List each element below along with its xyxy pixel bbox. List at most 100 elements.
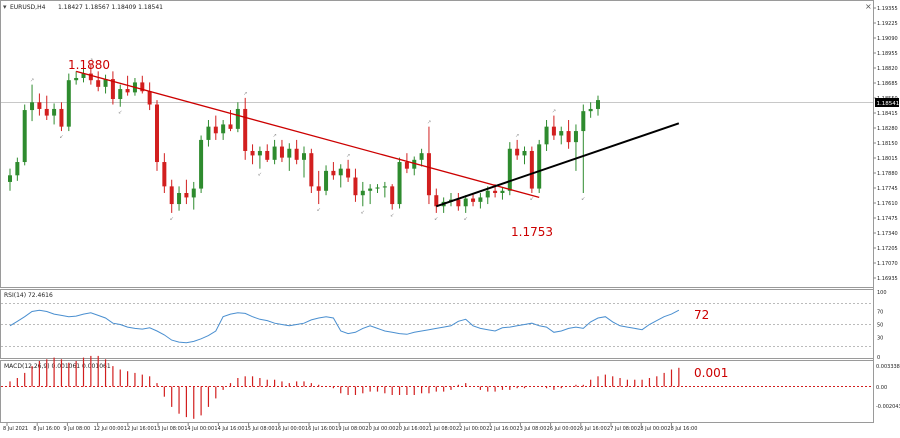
price-tick-label: 1.18955	[877, 51, 898, 57]
candle	[287, 143, 292, 171]
trendlines-group[interactable]	[75, 70, 680, 208]
candle	[500, 187, 505, 200]
candle-body	[110, 79, 115, 99]
candle-body	[221, 124, 226, 134]
candle	[596, 95, 600, 116]
time-tick-label: 28 Jul 00:00	[637, 426, 667, 432]
candle-body	[500, 190, 505, 193]
candle-body	[397, 162, 402, 205]
candle-body	[419, 153, 424, 160]
candle-body	[52, 108, 57, 116]
candle	[250, 144, 255, 165]
candle-body	[596, 100, 600, 109]
candle	[184, 179, 189, 205]
candle-body	[96, 80, 101, 87]
candle	[515, 139, 520, 160]
candle	[59, 102, 64, 132]
candles-group	[8, 64, 600, 213]
candle-body	[485, 190, 490, 198]
candle-body	[88, 73, 93, 81]
candle	[74, 71, 79, 85]
candle	[471, 193, 476, 207]
candle-body	[162, 162, 167, 187]
candle	[103, 74, 108, 94]
candle	[522, 146, 527, 165]
candle-body	[191, 188, 196, 198]
current-price-tag: 1.18541	[875, 98, 899, 107]
candle	[96, 71, 101, 92]
price-tick-label: 1.18150	[877, 141, 898, 147]
candle	[66, 73, 71, 132]
candle-body	[74, 77, 79, 81]
svg-text:1.18541: 1.18541	[877, 101, 900, 107]
candle-body	[272, 146, 277, 160]
fractal-down-icon: ↙	[361, 209, 365, 215]
time-tick-label: 8 Jul 2021	[3, 426, 28, 432]
price-tick-label: 1.19225	[877, 21, 898, 27]
candle-body	[243, 108, 248, 151]
fractal-up-icon: ↗	[515, 133, 519, 139]
candle-body	[544, 126, 549, 145]
symbol-label: EURUSD,H4	[10, 4, 46, 11]
price-tick-label: 1.16935	[877, 276, 898, 282]
candle-body	[30, 102, 35, 111]
candle	[8, 168, 12, 191]
rsi-value-annotation: 72	[694, 308, 709, 322]
candle-body	[103, 79, 108, 87]
candle	[390, 184, 395, 210]
candle-body	[15, 162, 20, 176]
candle-body	[324, 170, 329, 191]
candle	[463, 195, 468, 213]
candle	[15, 157, 20, 181]
candle-body	[412, 159, 417, 169]
candle-body	[346, 168, 351, 178]
price-tick-label: 1.18685	[877, 81, 898, 87]
candle	[382, 181, 387, 198]
downtrend-trendline[interactable]	[75, 70, 540, 199]
candle	[294, 139, 299, 165]
candle	[368, 184, 373, 205]
candle	[412, 156, 417, 176]
candle	[456, 193, 461, 211]
uptrend-trendline[interactable]	[435, 122, 680, 208]
fractal-up-icon: ↗	[552, 109, 556, 115]
time-tick-label: 12 Jul 00:00	[94, 426, 124, 432]
candle-body	[522, 150, 527, 156]
candle	[191, 181, 196, 210]
price-tick-label: 1.19355	[877, 6, 898, 12]
candle-body	[155, 104, 159, 163]
candle	[169, 179, 174, 213]
price-tick-label: 1.17070	[877, 261, 898, 267]
candle-body	[471, 198, 476, 202]
candle	[199, 135, 204, 193]
candle-body	[434, 195, 439, 207]
candle-body	[331, 170, 336, 176]
time-tick-label: 19 Jul 08:00	[335, 426, 365, 432]
candle-body	[22, 110, 27, 163]
candle	[316, 170, 321, 205]
price-tick-label: 1.17475	[877, 216, 898, 222]
fractal-down-icon: ↙	[59, 134, 63, 140]
rsi-tick-label: 100	[877, 290, 887, 296]
fractal-up-icon: ↗	[30, 78, 34, 84]
candle	[302, 146, 306, 178]
candle	[37, 93, 42, 116]
candle	[346, 159, 351, 182]
time-tick-label: 8 Jul 16:00	[33, 426, 60, 432]
candle-body	[566, 131, 571, 143]
candle-body	[206, 126, 211, 140]
window-close-icon[interactable]: ×	[865, 2, 872, 11]
rsi-tick-label: 70	[877, 310, 883, 316]
fractal-markers: ↗ ↙ ↗ ↙ ↙ ↗ ↙ ↗ ↙ ↗ ↙ ↙ ↗ ↙ ↙ ↗ ↙ ↗ ↙	[30, 58, 585, 222]
time-tick-label: 12 Jul 16:00	[124, 426, 154, 432]
candle-body	[338, 168, 343, 176]
time-tick-label: 15 Jul 08:00	[245, 426, 275, 432]
candle-body	[353, 177, 358, 196]
candle-body	[382, 186, 387, 188]
candle-body	[8, 175, 12, 182]
price-tick-label: 1.18415	[877, 111, 898, 117]
price-tick-label: 1.18280	[877, 126, 898, 132]
candle-body	[426, 153, 431, 196]
